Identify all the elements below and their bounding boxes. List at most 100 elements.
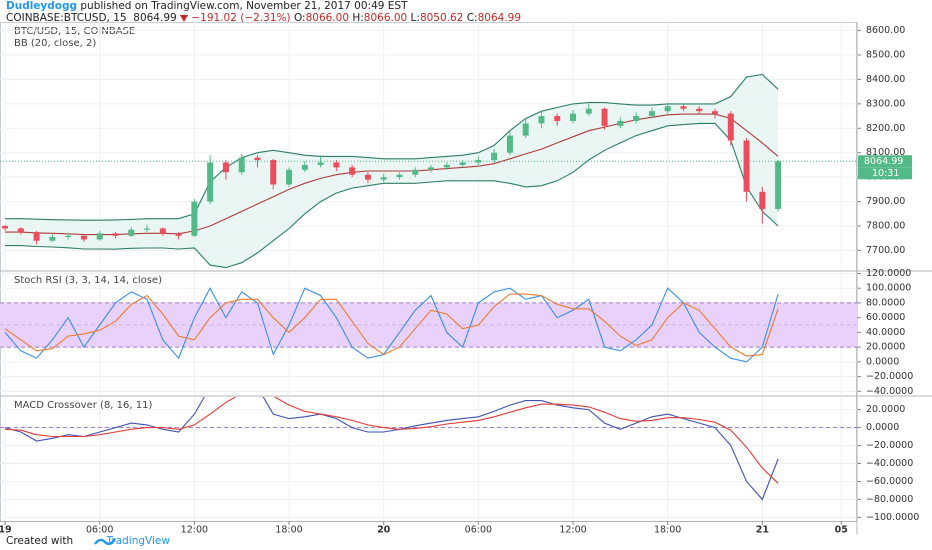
candle-body bbox=[317, 162, 324, 165]
candle-body bbox=[364, 174, 371, 180]
y-tick-label: 8400.00 bbox=[866, 74, 905, 85]
candle-body bbox=[33, 232, 40, 241]
candle-body bbox=[538, 116, 545, 124]
candle-body bbox=[443, 164, 450, 168]
candle-body bbox=[617, 120, 624, 126]
y-tick-label: 7800.00 bbox=[866, 221, 905, 232]
pane-title: BTC/USD, 15, COINBASE bbox=[14, 26, 135, 37]
candle-body bbox=[286, 169, 293, 185]
pane-subtitle: BB (20, close, 2) bbox=[14, 38, 96, 49]
series-line bbox=[4, 397, 779, 484]
h-val: 8066.00 bbox=[363, 12, 408, 24]
candle-body bbox=[570, 113, 577, 121]
x-tick-label: 06:00 bbox=[86, 525, 113, 535]
candle-body bbox=[380, 177, 387, 180]
published: published on TradingView.com, November 2… bbox=[80, 0, 408, 12]
pane-title: Stoch RSI (3, 3, 14, 14, close) bbox=[14, 275, 162, 286]
candle-body bbox=[159, 228, 166, 234]
brand[interactable]: TradingView bbox=[106, 535, 170, 547]
series-line bbox=[4, 287, 779, 363]
candle-body bbox=[49, 237, 56, 241]
y-tick-label: 100.0000 bbox=[866, 283, 911, 294]
candle-body bbox=[80, 235, 87, 240]
o-key: O: bbox=[293, 12, 306, 24]
candle-body bbox=[207, 162, 214, 202]
footer: Created with TradingView bbox=[6, 535, 170, 547]
price: 8064.99 bbox=[133, 12, 177, 24]
pane bbox=[0, 22, 857, 270]
header: Dudleydogg published on TradingView.com,… bbox=[6, 0, 521, 24]
candle-body bbox=[680, 106, 687, 109]
x-tick-label: 18:00 bbox=[654, 525, 681, 535]
y-tick-label: 7900.00 bbox=[866, 196, 905, 207]
h-key: H: bbox=[352, 12, 364, 24]
y-tick-label: −60.0000 bbox=[866, 476, 913, 487]
candle-body bbox=[696, 108, 703, 112]
candle-body bbox=[506, 135, 513, 153]
c-key: C: bbox=[466, 12, 478, 24]
y-tick-label: 8200.00 bbox=[866, 123, 905, 134]
candle-body bbox=[554, 116, 561, 121]
o-val: 8066.00 bbox=[305, 12, 349, 24]
y-tick-label: 8300.00 bbox=[866, 98, 905, 109]
y-tick-label: 20.0000 bbox=[866, 342, 905, 353]
candle-body bbox=[475, 160, 482, 163]
series-line bbox=[5, 73, 779, 221]
pane-title: MACD Crossover (8, 16, 11) bbox=[14, 400, 152, 411]
y-tick-label: 8500.00 bbox=[866, 49, 905, 60]
y-tick-label: 60.0000 bbox=[866, 312, 905, 323]
candle-body bbox=[128, 229, 135, 236]
y-tick-label: 0.0000 bbox=[866, 356, 899, 367]
candle-body bbox=[712, 111, 719, 114]
l-key: L: bbox=[410, 12, 420, 24]
candle-body bbox=[222, 162, 229, 173]
countdown-box bbox=[858, 167, 912, 180]
candle-body bbox=[333, 162, 340, 168]
y-tick-label: −20.0000 bbox=[866, 440, 913, 451]
candle-body bbox=[585, 108, 592, 114]
pane bbox=[0, 272, 857, 395]
candle-body bbox=[775, 161, 782, 209]
candle-body bbox=[412, 169, 419, 175]
x-tick-label: 21 bbox=[756, 525, 769, 535]
candle-body bbox=[238, 157, 245, 173]
y-tick-label: 80.0000 bbox=[866, 297, 905, 308]
candle-body bbox=[17, 228, 24, 233]
logo bbox=[94, 538, 116, 546]
series-line bbox=[4, 397, 779, 501]
y-tick-label: 40.0000 bbox=[866, 327, 905, 338]
created-with: Created with bbox=[6, 535, 74, 547]
countdown: 10:31 bbox=[872, 168, 899, 179]
candle-body bbox=[270, 160, 277, 185]
c-val: 8064.99 bbox=[477, 12, 521, 24]
y-tick-label: 8100.00 bbox=[866, 147, 905, 158]
y-tick-label: 120.0000 bbox=[866, 268, 911, 279]
candle-body bbox=[301, 164, 308, 170]
candle-body bbox=[144, 228, 151, 230]
x-tick-label: 12:00 bbox=[559, 525, 586, 535]
change: −191.02 (−2.31%) bbox=[191, 12, 291, 24]
y-tick-label: −100.0000 bbox=[866, 512, 919, 523]
x-tick-label: 06:00 bbox=[465, 525, 492, 535]
candle-body bbox=[2, 226, 9, 229]
y-tick-label: −40.0000 bbox=[866, 458, 913, 469]
candle-body bbox=[349, 167, 356, 175]
pane bbox=[0, 397, 857, 521]
author[interactable]: Dudleydogg bbox=[6, 0, 78, 12]
y-tick-label: −80.0000 bbox=[866, 494, 913, 505]
x-tick-label: 12:00 bbox=[181, 525, 208, 535]
candle-body bbox=[191, 201, 198, 236]
y-tick-label: −20.0000 bbox=[866, 371, 913, 382]
down-arrow bbox=[180, 14, 189, 22]
x-tick-label: 19 bbox=[0, 525, 12, 535]
x-tick-label: 18:00 bbox=[275, 525, 302, 535]
candle-body bbox=[175, 233, 182, 236]
candle-body bbox=[491, 152, 498, 161]
candle-body bbox=[727, 113, 734, 141]
y-tick-label: 8600.00 bbox=[866, 25, 905, 36]
candle-body bbox=[664, 106, 671, 112]
candle-body bbox=[743, 140, 750, 192]
candle-body bbox=[428, 167, 435, 170]
candle-body bbox=[648, 111, 655, 117]
